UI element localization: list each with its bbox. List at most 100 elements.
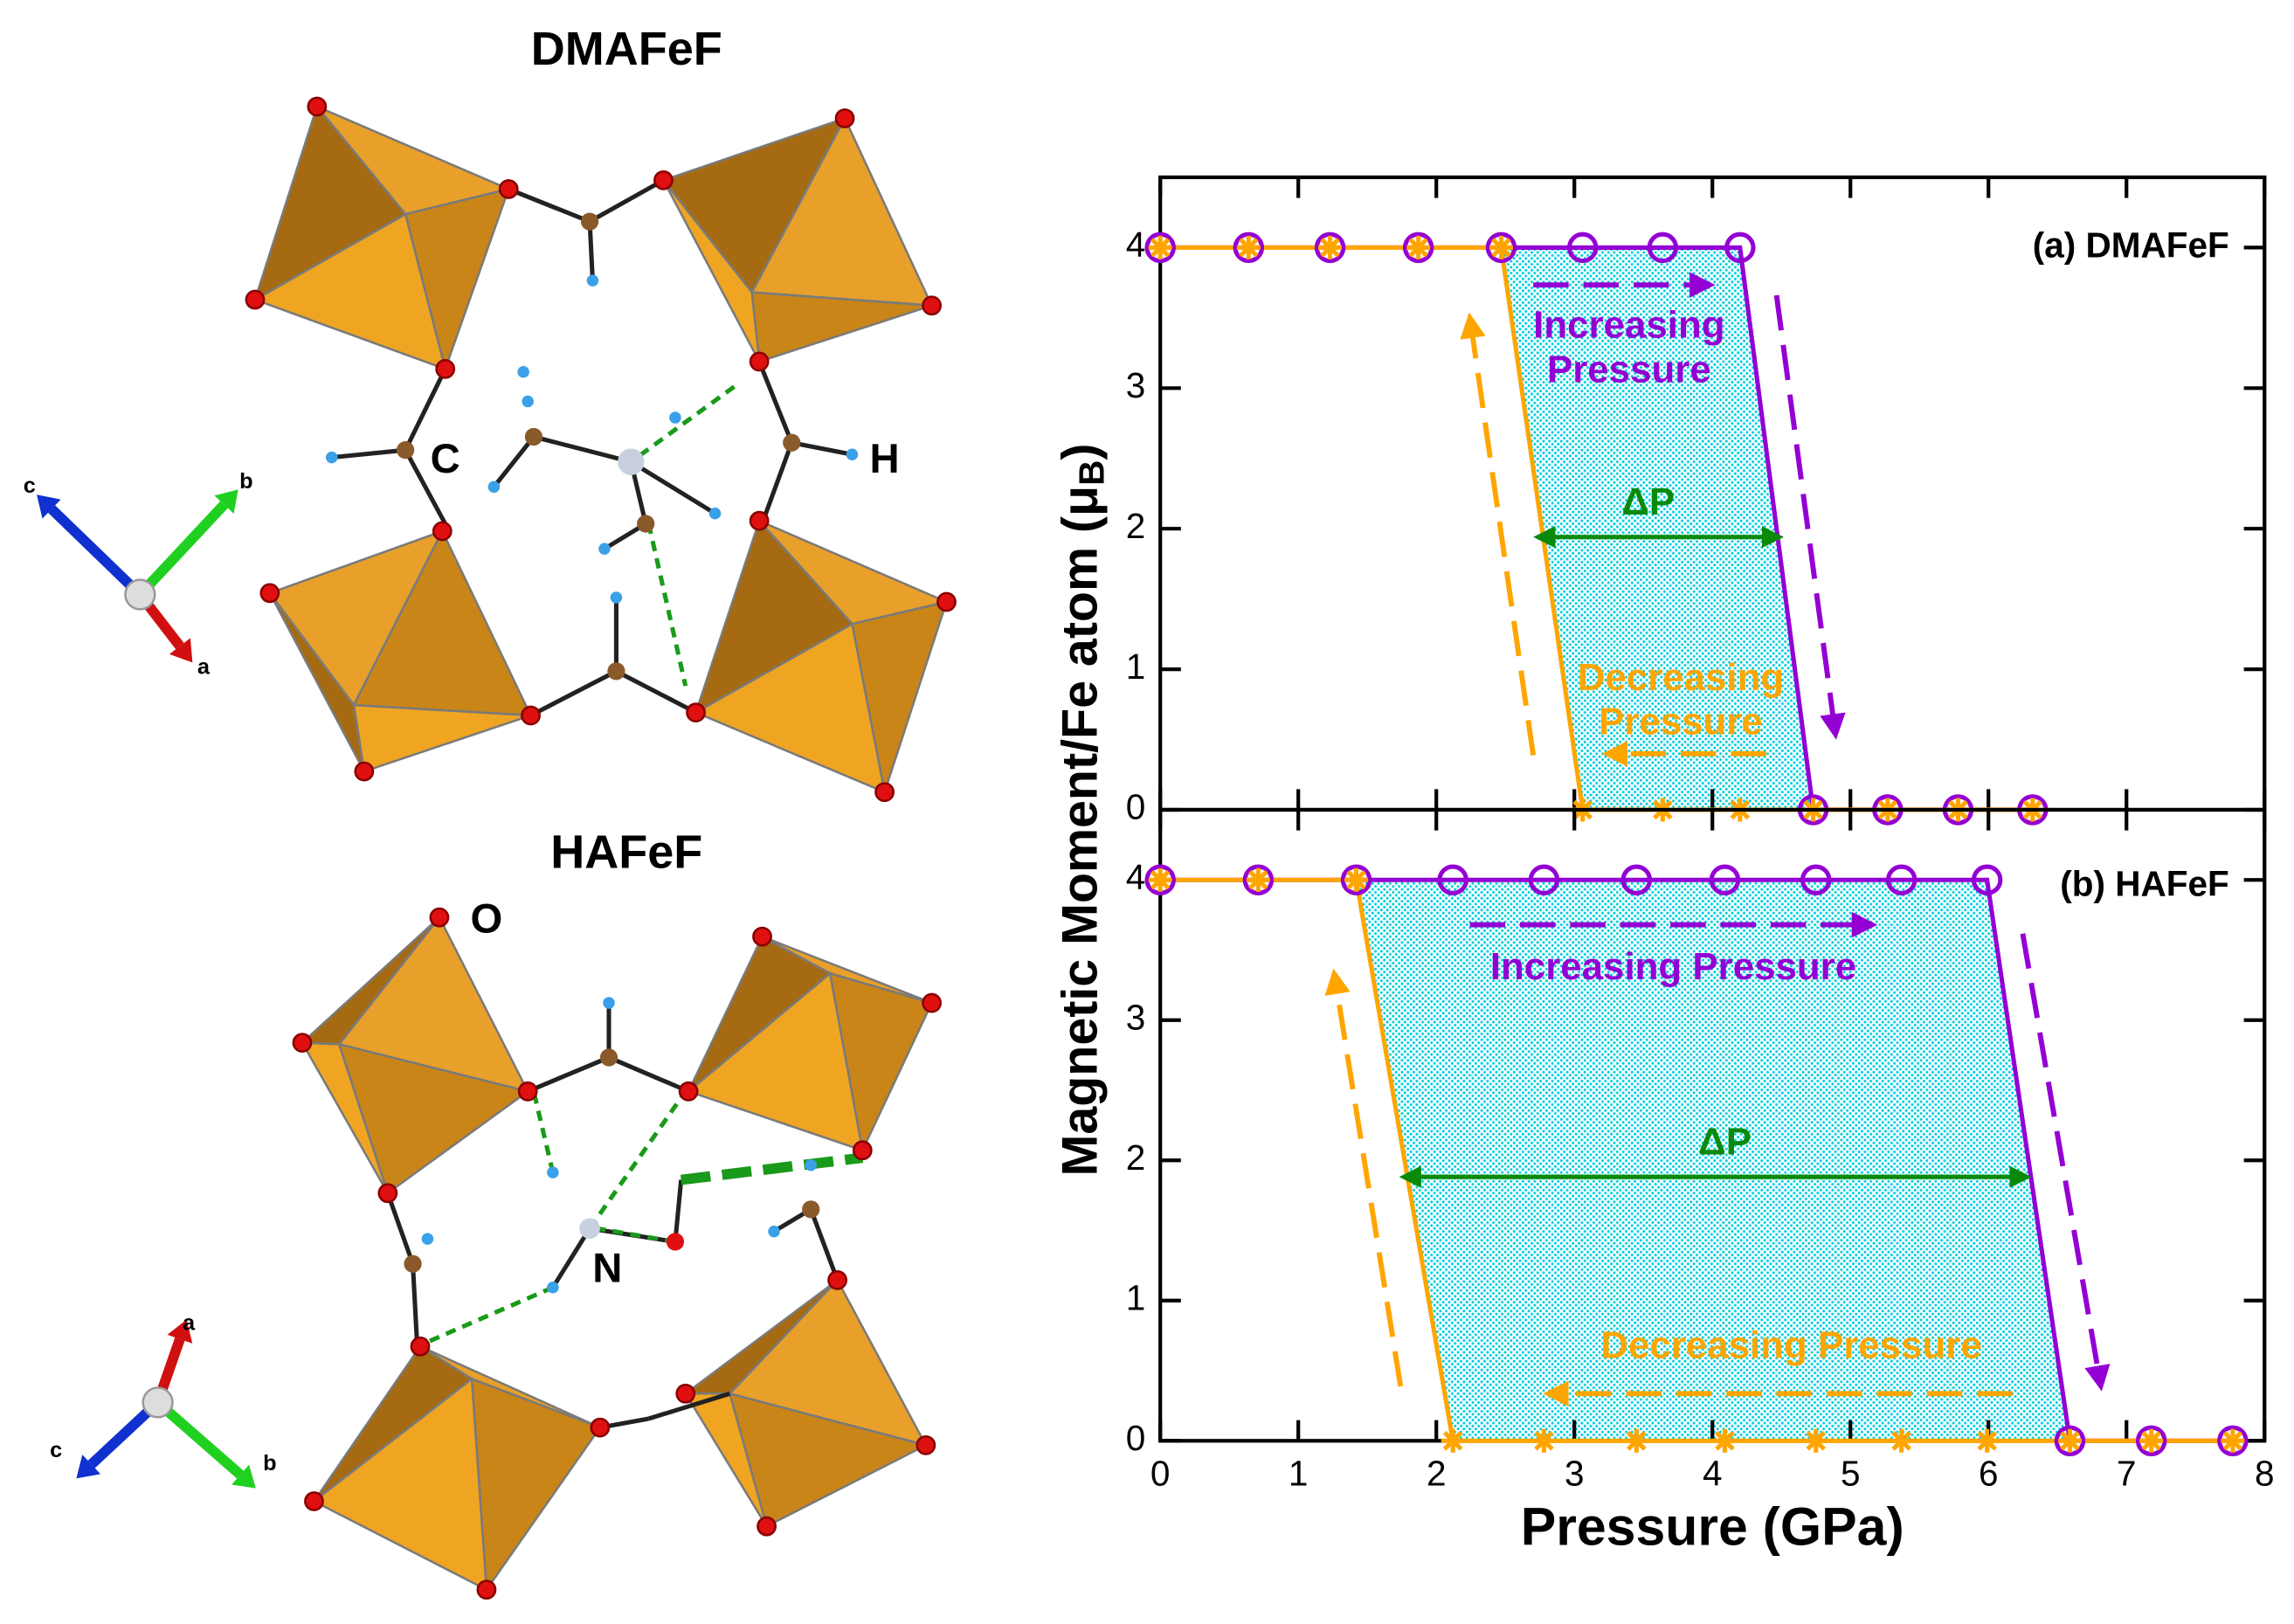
axis-triad-label: a (197, 655, 211, 680)
oxygen-atom (936, 591, 957, 612)
data-point (1437, 864, 1468, 895)
x-tick-label: 7 (2117, 1453, 2137, 1493)
axis-arrowhead (37, 494, 61, 519)
data-point (1620, 864, 1653, 895)
dashed-arrow (1324, 968, 1404, 1387)
oxygen-atom (874, 782, 895, 803)
oxygen-atom (678, 1081, 699, 1102)
y-tick-label: 0 (1126, 1418, 1146, 1458)
bond (411, 1263, 420, 1347)
y-tick-label: 2 (1126, 506, 1146, 546)
axis-arrowhead (214, 489, 238, 514)
octahedron-face (681, 1279, 839, 1395)
data-point (1144, 232, 1176, 264)
y-tick-label: 0 (1126, 787, 1146, 827)
data-point (1890, 1428, 1914, 1453)
oxygen-atom (517, 1081, 538, 1102)
hydrogen-atom (708, 507, 722, 520)
octahedron-face (352, 703, 531, 773)
annotation: Increasing Pressure (1490, 945, 1856, 988)
hydrogen-atom (487, 480, 501, 494)
data-point (1318, 235, 1343, 259)
hydrogen-bond (646, 523, 688, 687)
data-point (1885, 864, 1917, 895)
carbon-atom (783, 433, 801, 452)
y-tick-label: 1 (1126, 646, 1146, 687)
bond (673, 1179, 684, 1242)
bond (647, 1391, 731, 1421)
oxygen-atom (476, 1579, 497, 1600)
data-point (1489, 235, 1513, 259)
oxygen-atom (852, 1140, 873, 1161)
data-point (1314, 232, 1346, 264)
carbon-atom (396, 441, 415, 460)
bond (403, 368, 447, 452)
data-point (1148, 867, 1172, 892)
data-point (1647, 232, 1679, 264)
oxygen-atom (653, 169, 674, 190)
axis-arrowhead (76, 1455, 100, 1479)
hydrogen-atom (610, 591, 623, 604)
data-point (1724, 232, 1756, 264)
data-point (1242, 864, 1275, 895)
bond (587, 221, 595, 281)
oxygen-atom (432, 521, 453, 542)
bond (403, 448, 447, 525)
x-tick-label: 3 (1565, 1453, 1585, 1493)
octahedron-face (694, 518, 854, 715)
bond (331, 447, 406, 460)
axis-triad-label: b (239, 469, 252, 494)
y-tick-label: 1 (1126, 1277, 1146, 1317)
hydrogen-atom (598, 542, 611, 556)
hydrogen-bond (629, 384, 736, 464)
y-axis-label-part: Magnetic Moment/Fe atom (μ (1053, 486, 1109, 1177)
oxygen-atom (259, 583, 280, 604)
annotation: Pressure (1547, 348, 1711, 390)
annotation: Decreasing Pressure (1600, 1324, 1981, 1367)
data-point (1804, 1428, 1828, 1453)
bond (808, 1208, 840, 1282)
y-axis-label-part: B (1071, 460, 1111, 486)
nitrogen-atom (618, 448, 645, 475)
hydrogen-atom (547, 1282, 559, 1294)
axis-arrow (136, 501, 228, 598)
data-point (1406, 235, 1431, 259)
axis-arrowhead (167, 1319, 193, 1344)
octahedron-face (661, 116, 847, 294)
annotation: Increasing (1533, 304, 1724, 347)
y-tick-label: 4 (1126, 225, 1146, 265)
structure-title: HAFeF (550, 826, 702, 879)
oxygen-atom (590, 1417, 611, 1438)
oxygen-atom (498, 179, 519, 199)
carbon-atom (404, 1254, 422, 1273)
axis-triad-label: b (263, 1451, 276, 1475)
data-point (1441, 1428, 1465, 1453)
oxygen-atom (757, 1516, 777, 1537)
data-point (1975, 1428, 2000, 1453)
annotation: ΔP (1698, 1121, 1752, 1164)
data-point (1531, 1428, 1556, 1453)
x-tick-label: 5 (1841, 1453, 1861, 1493)
data-point (1800, 864, 1832, 895)
annotation: ΔP (1621, 480, 1675, 523)
data-point (1233, 232, 1265, 264)
bond (550, 1227, 592, 1289)
oxygen-atom (922, 295, 942, 316)
bond (629, 460, 716, 515)
data-point (1485, 232, 1517, 264)
oxygen-atom (410, 1336, 431, 1357)
hydrogen-atom (768, 1225, 780, 1238)
carbon-atom (599, 1048, 618, 1067)
x-tick-label: 6 (1979, 1453, 1999, 1493)
axis-arrow (47, 505, 144, 598)
data-point (1144, 864, 1176, 895)
y-tick-label: 4 (1126, 857, 1146, 897)
oxygen-atom (666, 1233, 685, 1251)
annotation: Decreasing (1578, 656, 1784, 699)
structure-title: DMAFeF (531, 23, 722, 75)
x-tick-label: 8 (2255, 1453, 2275, 1493)
data-point (1340, 864, 1372, 895)
axis-origin (142, 1386, 174, 1419)
